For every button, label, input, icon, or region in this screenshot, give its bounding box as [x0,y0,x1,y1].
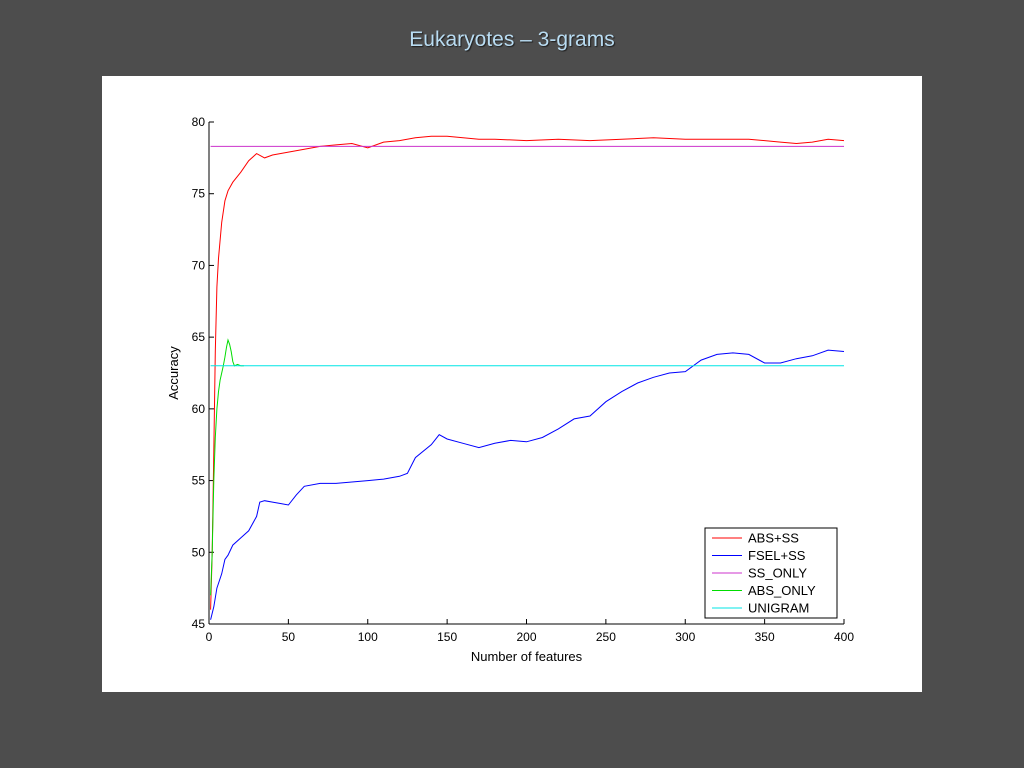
y-tick-label: 45 [192,617,206,631]
chart-panel: 0 50 100 150 200 250 300 350 400 45 50 55 60 65 70 75 80… [102,76,922,692]
x-tick-label: 400 [834,630,854,644]
y-tick-label: 55 [192,474,206,488]
x-tick-label: 100 [358,630,378,644]
y-axis-label: Accuracy [166,346,181,400]
x-tick-label: 350 [755,630,775,644]
slide-title: Eukaryotes – 3-grams [409,28,615,51]
legend-label: SS_ONLY [748,566,807,581]
series-line-fsel-ss [210,349,845,620]
x-tick-label: 300 [675,630,695,644]
x-tick-label: 200 [516,630,536,644]
x-tick-label: 250 [596,630,616,644]
x-tick-label: 150 [437,630,457,644]
y-tick-label: 60 [192,402,206,416]
y-tick-label: 70 [192,258,206,272]
x-tick-label: 50 [282,630,296,644]
chart-series [210,135,845,620]
legend-label: ABS+SS [748,531,799,546]
x-tick-label: 0 [206,630,213,644]
accuracy-chart: 0 50 100 150 200 250 300 350 400 45 50 55 60 65 70 75 80… [166,115,855,664]
y-tick-label: 50 [192,545,206,559]
legend-label: ABS_ONLY [748,583,816,598]
legend-label: UNIGRAM [748,601,809,616]
chart-legend: ABS+SS FSEL+SS SS_ONLY ABS_ONLY UNIGRAM [704,527,838,619]
y-tick-label: 80 [192,115,206,129]
y-tick-label: 75 [192,187,206,201]
legend-label: FSEL+SS [748,548,806,563]
chart-ticks: 0 50 100 150 200 250 300 350 400 45 50 55 60 65 70 75 80 [192,115,855,644]
x-axis-label: Number of features [471,649,583,664]
y-tick-label: 65 [192,330,206,344]
series-line-abs-ss [210,135,845,610]
